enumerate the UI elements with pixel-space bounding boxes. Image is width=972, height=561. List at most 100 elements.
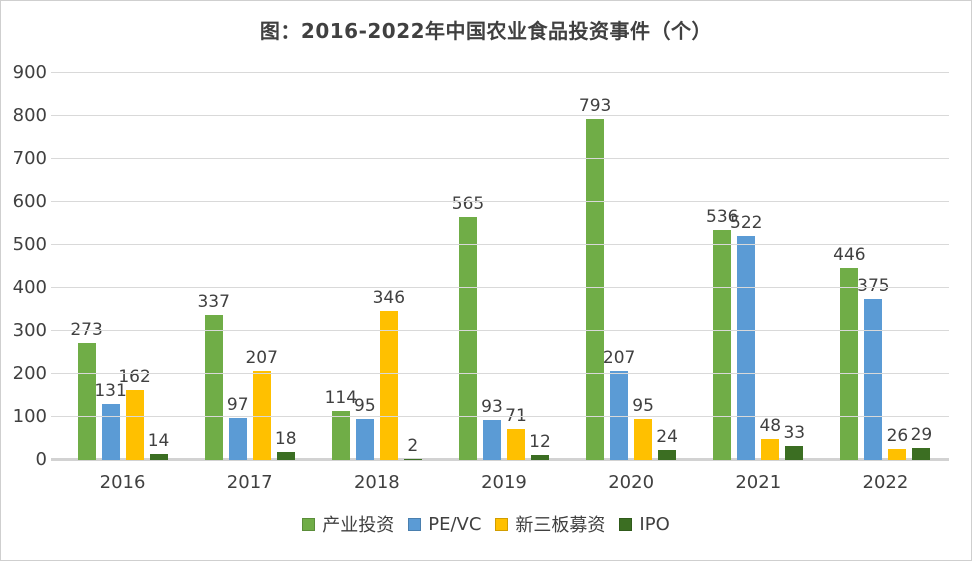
bar-slot: 522	[730, 214, 762, 460]
bar-group-2018: 114 95 346 2 2018	[313, 73, 440, 493]
gridline	[51, 244, 949, 245]
bar-产业投资-2018	[331, 411, 350, 460]
bar-slot: 93	[481, 398, 503, 460]
bar-PE/VC-2020	[610, 371, 629, 460]
bar-slot: 207	[245, 349, 278, 460]
bar-新三板募资-2020	[634, 419, 653, 460]
x-axis-tick-label: 2019	[481, 472, 527, 493]
data-label: 95	[354, 396, 376, 416]
legend-label: PE/VC	[428, 513, 482, 535]
data-label: 97	[226, 395, 249, 415]
legend-label: 产业投资	[322, 515, 395, 536]
chart-title: 图：2016-2022年中国农业食品投资事件（个）	[259, 19, 713, 43]
legend-swatch-icon	[408, 517, 422, 531]
bar-slot: 131	[94, 382, 127, 460]
bar-slot: 18	[275, 430, 297, 460]
legend-label: 新三板募资	[515, 515, 606, 536]
data-label: 95	[632, 396, 654, 416]
bar-PE/VC-2018	[355, 419, 374, 460]
data-label: 33	[783, 423, 806, 443]
bar-slot: 24	[656, 428, 678, 460]
bar-slot: 536	[706, 208, 738, 460]
bar-IPO-2016	[149, 454, 168, 460]
bar-slot: 375	[857, 277, 890, 460]
y-axis-tick-label: 800	[12, 105, 47, 126]
bar-IPO-2019	[530, 455, 549, 460]
legend-item-产业投资: 产业投资	[302, 511, 394, 537]
gridline	[51, 158, 949, 159]
data-label: 522	[730, 213, 763, 233]
bar-IPO-2017	[276, 452, 295, 460]
bar-slot: 95	[354, 397, 376, 460]
bar-新三板募资-2016	[125, 390, 144, 460]
bar-新三板募资-2021	[761, 439, 780, 460]
data-label: 446	[833, 245, 866, 265]
bar-slot: 207	[603, 349, 635, 460]
bar-IPO-2020	[658, 450, 677, 460]
bar-PE/VC-2019	[482, 420, 501, 460]
y-axis-tick-label: 0	[35, 449, 47, 470]
bar-slot: 114	[325, 389, 357, 460]
bar-group-2017: 337 97 207 18 2017	[186, 73, 313, 494]
data-label: 14	[147, 431, 170, 451]
bar-groups: 273 131 162 14 2016 337 97 207 18 2017 114 95 346 2 20…	[59, 73, 949, 494]
data-label: 114	[324, 388, 358, 408]
data-label: 346	[372, 288, 406, 308]
bar-slot: 337	[197, 293, 230, 460]
bar-slot: 33	[783, 424, 805, 460]
bar-产业投资-2016	[77, 343, 96, 460]
y-axis-tick-label: 500	[12, 234, 47, 255]
y-axis-tick-label: 700	[12, 148, 47, 169]
data-label: 2	[407, 436, 419, 456]
legend-item-IPO: IPO	[619, 513, 670, 535]
gridline	[51, 201, 949, 202]
x-axis-tick-label: 2017	[226, 472, 273, 493]
data-label: 375	[857, 276, 890, 296]
gridline	[51, 115, 949, 116]
y-axis-tick-label: 600	[12, 191, 47, 212]
legend: 产业投资 PE/VC 新三板募资 IPO	[1, 511, 971, 537]
data-label: 26	[886, 426, 909, 446]
bar-slot: 97	[227, 396, 249, 460]
bar-新三板募资-2017	[252, 371, 271, 460]
data-label: 793	[578, 96, 612, 116]
data-label: 536	[706, 207, 739, 227]
data-label: 337	[197, 292, 230, 312]
bar-group-2016: 273 131 162 14 2016	[59, 73, 186, 494]
x-axis-tick-label: 2022	[862, 472, 909, 493]
bar-slot: 14	[148, 432, 169, 460]
data-label: 48	[759, 416, 782, 436]
y-axis-tick-label: 200	[12, 363, 47, 384]
bar-IPO-2022	[912, 448, 931, 460]
bar-IPO-2021	[785, 446, 804, 460]
bar-slot: 2	[403, 437, 422, 460]
gridline	[51, 287, 949, 288]
x-axis-tick-label: 2021	[735, 472, 782, 493]
y-axis-tick-label: 900	[12, 62, 47, 83]
data-label: 29	[910, 425, 933, 445]
bar-IPO-2018	[403, 459, 422, 460]
bar-slot: 29	[911, 426, 932, 460]
bar-group-2020: 793 207 95 24 2020	[568, 73, 695, 494]
bar-group-2019: 565 93 71 12 2019	[440, 73, 567, 494]
bar-产业投资-2019	[458, 217, 477, 460]
data-label: 207	[602, 348, 636, 368]
x-axis-tick-label: 2018	[353, 472, 400, 493]
gridline	[51, 373, 949, 374]
bar-slot: 71	[505, 407, 527, 460]
gridline	[51, 72, 949, 73]
bar-slot: 162	[118, 368, 151, 460]
data-label: 131	[94, 381, 127, 401]
data-label: 12	[529, 432, 551, 452]
bar-slot: 565	[452, 195, 484, 460]
bar-PE/VC-2017	[228, 418, 247, 460]
bar-产业投资-2022	[840, 268, 859, 460]
bar-slot: 273	[70, 321, 103, 460]
bar-slot: 26	[887, 427, 908, 460]
legend-label: IPO	[639, 513, 670, 535]
bar-slot: 446	[833, 246, 866, 460]
bar-新三板募资-2022	[888, 449, 907, 460]
bar-slot: 12	[529, 433, 551, 460]
legend-item-PE/VC: PE/VC	[408, 514, 481, 535]
